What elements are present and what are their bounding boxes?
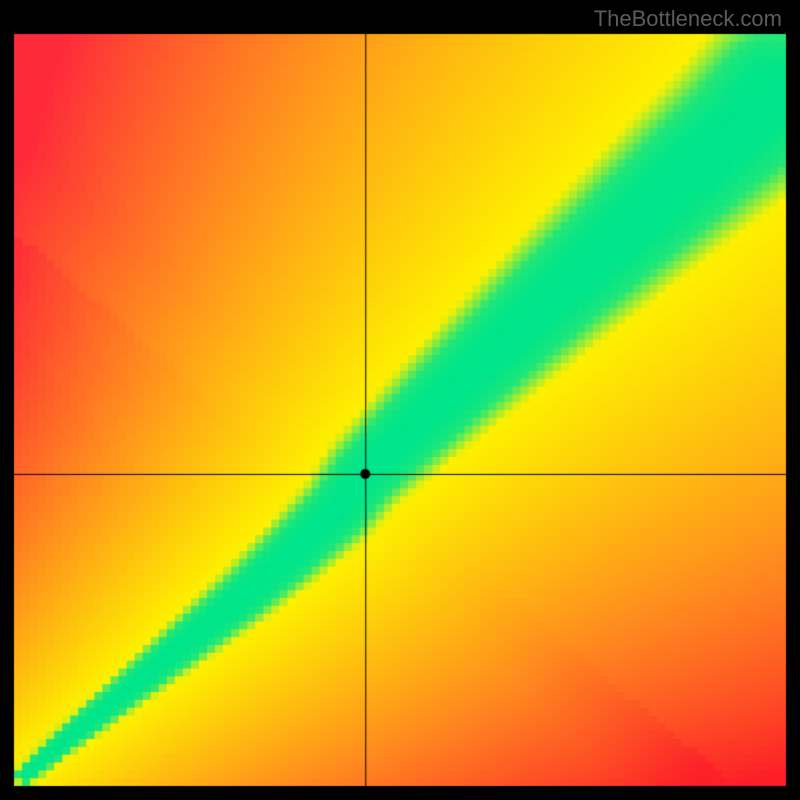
bottleneck-heatmap — [0, 0, 800, 800]
chart-container: TheBottleneck.com — [0, 0, 800, 800]
attribution-label: TheBottleneck.com — [594, 6, 782, 32]
